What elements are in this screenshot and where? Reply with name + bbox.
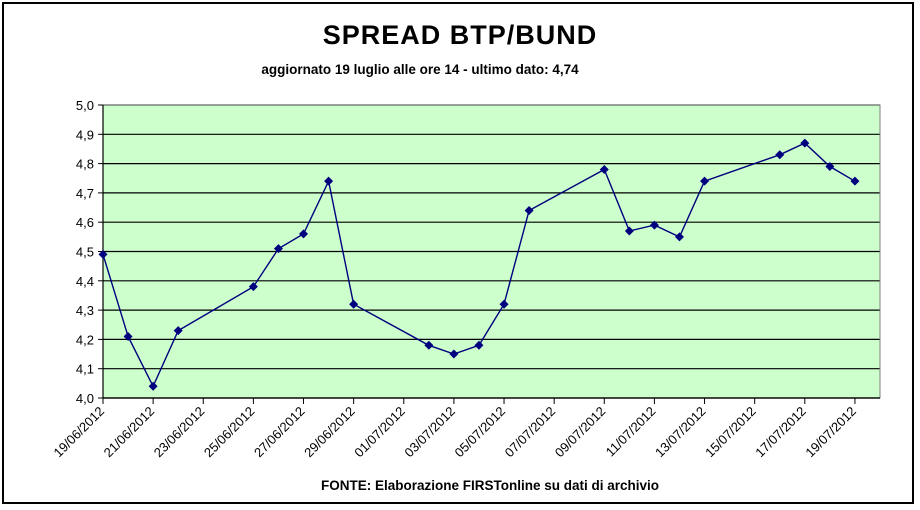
y-tick-label: 4,4	[76, 274, 94, 289]
x-tick-label: 27/06/2012	[251, 404, 308, 461]
data-point	[524, 205, 534, 215]
x-tick-label: 23/06/2012	[151, 404, 208, 461]
x-tick-label: 21/06/2012	[101, 404, 158, 461]
data-point	[599, 164, 609, 174]
y-tick-label: 4,0	[76, 391, 94, 406]
data-point	[674, 232, 684, 242]
y-tick-label: 4,3	[76, 303, 94, 318]
x-tick-label: 07/07/2012	[502, 404, 559, 461]
data-point	[474, 340, 484, 350]
chart-source: FONTE: Elaborazione FIRSTonline su dati …	[320, 478, 660, 493]
x-tick-label: 09/07/2012	[552, 404, 609, 461]
x-tick-label: 25/06/2012	[201, 404, 258, 461]
data-point	[449, 349, 459, 359]
series-line-group	[98, 138, 860, 391]
data-point	[624, 226, 634, 236]
x-tick-label: 05/07/2012	[452, 404, 509, 461]
data-point	[273, 244, 283, 254]
x-tick-label: 17/07/2012	[752, 404, 809, 461]
y-tick-label: 4,5	[76, 245, 94, 260]
x-tick-label: 11/07/2012	[603, 404, 659, 460]
data-point	[499, 299, 509, 309]
data-point	[299, 229, 309, 239]
chart-subtitle: aggiornato 19 luglio alle ore 14 - ultim…	[261, 62, 579, 77]
x-tick-label: 13/07/2012	[652, 404, 709, 461]
x-tick-label: 19/06/2012	[50, 404, 107, 461]
data-point	[98, 249, 108, 259]
y-tick-label: 4,6	[76, 215, 94, 230]
chart-title: SPREAD BTP/BUND	[322, 20, 598, 50]
x-tick-label: 15/07/2012	[702, 404, 759, 461]
data-point	[324, 176, 334, 186]
y-tick-label: 4,9	[76, 127, 94, 142]
data-point	[248, 282, 258, 292]
data-point	[173, 326, 183, 336]
data-point	[649, 220, 659, 230]
y-tick-label: 4,2	[76, 332, 94, 347]
x-tick-label: 29/06/2012	[301, 404, 358, 461]
data-point	[825, 162, 835, 172]
y-axis-ticks: 4,0 4,1 4,2 4,3 4,4 4,5 4,6 4,7 4,8 4,9 5,0	[76, 98, 103, 406]
x-tick-label: 01/07/2012	[351, 404, 408, 461]
data-point	[800, 138, 810, 148]
x-axis-ticks: 19/06/201221/06/201223/06/201225/06/2012…	[50, 398, 859, 460]
data-point	[850, 176, 860, 186]
y-tick-label: 5,0	[76, 98, 94, 113]
x-tick-label: 19/07/2012	[802, 404, 859, 461]
y-tick-label: 4,1	[76, 362, 94, 377]
data-point	[424, 340, 434, 350]
y-tick-label: 4,7	[76, 186, 94, 201]
x-tick-label: 03/07/2012	[401, 404, 458, 461]
data-point	[700, 176, 710, 186]
data-point	[123, 331, 133, 341]
data-point	[148, 381, 158, 391]
data-point	[349, 299, 359, 309]
y-tick-label: 4,8	[76, 157, 94, 172]
data-point	[775, 150, 785, 160]
